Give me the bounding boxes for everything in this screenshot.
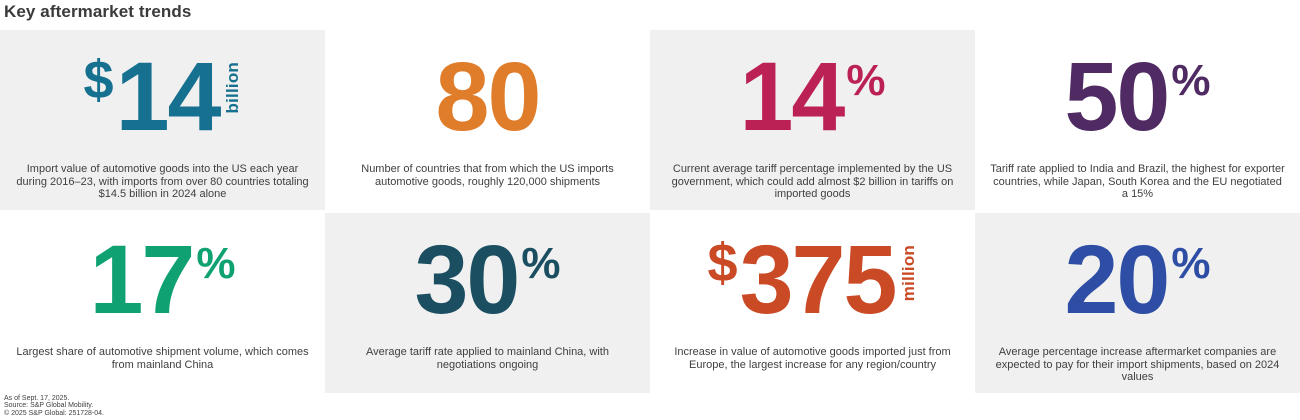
footnote-line: Source: S&P Global Mobility.	[4, 402, 94, 409]
stat-caption: Increase in value of automotive goods im…	[674, 346, 951, 371]
stat-card-14-percent-tariff: 14 % Current average tariff percentage i…	[650, 30, 975, 210]
stat-caption: Number of countries that from which the …	[361, 163, 614, 188]
stat-caption: Average percentage increase aftermarket …	[995, 346, 1280, 383]
stat-value: 375	[739, 225, 898, 334]
stat-card-80-countries: 80 Number of countries that from which t…	[325, 30, 650, 210]
stat-card-14-billion: $ 14 billion Import value of automotive …	[0, 30, 325, 210]
stat-unit-label: billion	[223, 62, 243, 114]
stats-grid: $ 14 billion Import value of automotive …	[0, 30, 1300, 393]
percent-sign: %	[196, 239, 236, 288]
stat-number: 20 %	[975, 213, 1300, 346]
currency-prefix: $	[707, 233, 738, 293]
footnote-line: © 2025 S&P Global: 251728-04.	[4, 409, 104, 417]
stat-card-17-percent-share: 17 % Largest share of automotive shipmen…	[0, 213, 325, 393]
stat-number: 50 %	[975, 30, 1300, 163]
stat-card-375-million: $ 375 million Increase in value of autom…	[650, 213, 975, 393]
stat-card-20-percent-increase: 20 % Average percentage increase afterma…	[975, 213, 1300, 393]
page-title: Key aftermarket trends	[4, 2, 192, 21]
stat-number: $ 14 billion	[0, 30, 325, 163]
stat-value: 17	[89, 225, 195, 334]
stat-number: 14 %	[650, 30, 975, 163]
stat-number: 17 %	[0, 213, 325, 346]
stat-card-30-percent-china: 30 % Average tariff rate applied to main…	[325, 213, 650, 393]
stat-caption: Largest share of automotive shipment vol…	[16, 346, 309, 371]
stat-caption: Current average tariff percentage implem…	[671, 163, 954, 200]
footnote: As of Sept. 17, 2025. Source: S&P Global…	[4, 395, 104, 418]
percent-sign: %	[521, 239, 561, 288]
stat-number: 80	[325, 30, 650, 163]
stat-caption: Average tariff rate applied to mainland …	[366, 346, 609, 371]
stat-unit-label: million	[899, 245, 919, 302]
stat-caption: Import value of automotive goods into th…	[16, 163, 309, 200]
stat-card-50-percent-tariff: 50 % Tariff rate applied to India and Br…	[975, 30, 1300, 210]
percent-sign: %	[1171, 56, 1211, 105]
stat-value: 30	[414, 225, 520, 334]
stat-value: 14	[115, 42, 222, 151]
percent-sign: %	[1171, 239, 1211, 288]
stat-value: 80	[435, 42, 542, 151]
stat-number: 30 %	[325, 213, 650, 346]
stat-value: 50	[1064, 42, 1170, 151]
stat-number: $ 375 million	[650, 213, 975, 346]
footnote-line: As of Sept. 17, 2025.	[4, 394, 70, 402]
percent-sign: %	[846, 56, 886, 105]
stat-value: 20	[1064, 225, 1170, 334]
stat-value: 14	[739, 42, 845, 151]
currency-prefix: $	[83, 50, 114, 110]
stat-caption: Tariff rate applied to India and Brazil,…	[990, 163, 1285, 200]
